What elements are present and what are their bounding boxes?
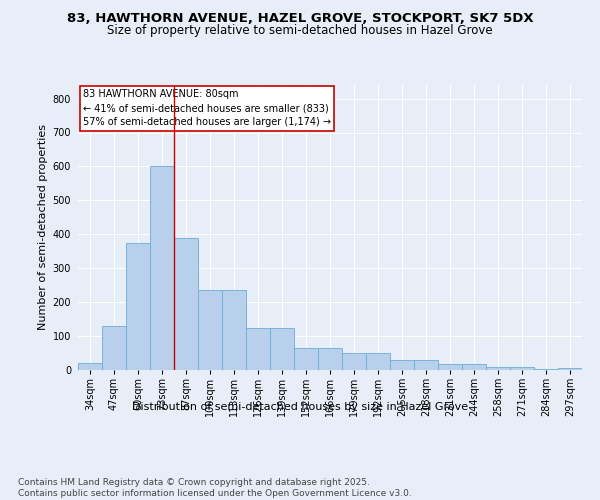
Bar <box>223 290 245 370</box>
Bar <box>367 353 389 370</box>
Bar <box>463 364 485 370</box>
Bar <box>487 368 509 370</box>
Bar <box>127 243 149 370</box>
Text: Size of property relative to semi-detached houses in Hazel Grove: Size of property relative to semi-detach… <box>107 24 493 37</box>
Y-axis label: Number of semi-detached properties: Number of semi-detached properties <box>38 124 49 330</box>
Bar <box>319 348 341 370</box>
Bar <box>199 290 221 370</box>
Bar <box>559 368 581 370</box>
Bar <box>415 360 437 370</box>
Text: 83, HAWTHORN AVENUE, HAZEL GROVE, STOCKPORT, SK7 5DX: 83, HAWTHORN AVENUE, HAZEL GROVE, STOCKP… <box>67 12 533 26</box>
Text: 83 HAWTHORN AVENUE: 80sqm
← 41% of semi-detached houses are smaller (833)
57% of: 83 HAWTHORN AVENUE: 80sqm ← 41% of semi-… <box>83 90 331 128</box>
Bar <box>343 353 365 370</box>
Bar <box>295 348 317 370</box>
Bar <box>439 364 461 370</box>
Bar <box>511 368 533 370</box>
Bar <box>271 328 293 370</box>
Bar <box>391 360 413 370</box>
Bar <box>247 328 269 370</box>
Bar <box>103 326 125 370</box>
Bar <box>151 166 173 370</box>
Text: Distribution of semi-detached houses by size in Hazel Grove: Distribution of semi-detached houses by … <box>132 402 468 412</box>
Bar <box>79 363 101 370</box>
Text: Contains HM Land Registry data © Crown copyright and database right 2025.
Contai: Contains HM Land Registry data © Crown c… <box>18 478 412 498</box>
Bar <box>175 238 197 370</box>
